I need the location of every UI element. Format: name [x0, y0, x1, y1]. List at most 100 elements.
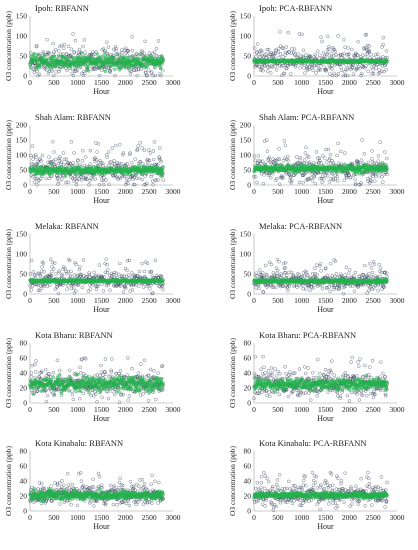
data-point: [133, 157, 137, 161]
data-point: [277, 259, 281, 264]
data-point: [69, 140, 74, 144]
data-point: [36, 52, 41, 57]
y-tick-label: 0: [23, 181, 27, 190]
x-tick-label: 3000: [166, 187, 181, 196]
x-tick-label: 2500: [142, 78, 157, 87]
y-axis-label: O3 concentration (ppb): [4, 120, 13, 190]
data-point: [108, 288, 112, 292]
data-point: [149, 54, 153, 58]
data-point: [40, 265, 44, 269]
data-point: [376, 154, 381, 158]
data-point: [110, 146, 115, 150]
x-tick-label: 3000: [390, 78, 405, 87]
data-point: [160, 54, 164, 58]
data-point: [274, 285, 278, 290]
data-point: [316, 49, 320, 53]
data-point: [83, 71, 87, 76]
data-point: [303, 71, 307, 75]
data-point: [130, 34, 134, 39]
data-point: [333, 163, 337, 167]
data-point: [336, 72, 341, 76]
data-point: [69, 47, 74, 51]
chart-title: Kota Bharu: RBFANN: [35, 330, 113, 340]
data-point: [361, 53, 365, 57]
data-point: [335, 170, 339, 175]
data-point: [32, 70, 37, 75]
data-point: [367, 288, 371, 293]
data-point: [347, 271, 351, 275]
data-point: [30, 67, 35, 71]
data-point: [30, 363, 34, 368]
data-point: [319, 35, 323, 39]
data-point: [105, 40, 109, 44]
data-point: [161, 178, 165, 182]
data-point: [369, 52, 373, 57]
x-tick-label: 500: [48, 78, 60, 87]
data-point: [289, 72, 293, 76]
data-point: [57, 158, 62, 163]
data-point: [47, 176, 52, 181]
data-point: [153, 65, 157, 70]
data-point: [138, 52, 142, 56]
data-point: [93, 177, 98, 181]
data-point: [81, 148, 85, 153]
data-point: [109, 67, 113, 71]
data-point: [72, 151, 76, 155]
data-point: [385, 167, 389, 172]
data-point: [58, 55, 63, 59]
data-point: [43, 367, 48, 372]
data-point: [30, 144, 35, 148]
data-point: [54, 70, 58, 74]
data-point: [351, 72, 356, 76]
series-observed: [252, 138, 389, 187]
data-point: [339, 149, 343, 154]
data-point: [336, 141, 340, 146]
data-point: [96, 142, 101, 146]
data-point: [383, 150, 387, 154]
data-point: [282, 139, 287, 143]
data-point: [137, 269, 142, 274]
data-point: [385, 278, 389, 283]
x-tick-label: 500: [48, 405, 60, 414]
data-point: [368, 175, 372, 179]
x-tick-label: 2500: [366, 78, 381, 87]
data-point: [310, 178, 315, 183]
data-point: [122, 54, 126, 59]
y-tick-label: 50: [20, 52, 28, 61]
data-point: [150, 172, 154, 177]
x-tick-label: 1000: [70, 296, 85, 305]
data-point: [141, 285, 146, 289]
data-point: [50, 69, 54, 73]
x-tick-label: 2000: [118, 405, 133, 414]
x-tick-label: 1500: [94, 296, 109, 305]
data-point: [342, 37, 346, 42]
data-point: [87, 179, 92, 183]
data-point: [97, 66, 101, 70]
data-point: [282, 266, 287, 271]
y-tick-label: 0: [247, 181, 251, 190]
data-point: [130, 288, 135, 292]
data-point: [60, 177, 64, 182]
y-tick-label: 150: [240, 230, 252, 239]
data-point: [58, 44, 62, 49]
x-tick-label: 1500: [94, 78, 109, 87]
x-tick-label: 0: [252, 296, 256, 305]
data-point: [363, 263, 367, 268]
data-point: [61, 52, 65, 56]
data-point: [33, 370, 38, 374]
chart-title: Ipoh: PCA-RBFANN: [259, 3, 332, 13]
data-point: [108, 68, 112, 73]
data-point: [269, 262, 274, 267]
data-point: [48, 283, 52, 287]
data-point: [360, 71, 364, 76]
data-point: [98, 73, 102, 78]
data-point: [321, 51, 326, 55]
data-point: [346, 46, 350, 50]
data-point: [295, 155, 299, 159]
data-point: [381, 180, 385, 184]
data-point: [343, 45, 347, 49]
data-point: [78, 65, 82, 69]
data-point: [275, 68, 279, 72]
data-point: [265, 69, 270, 73]
